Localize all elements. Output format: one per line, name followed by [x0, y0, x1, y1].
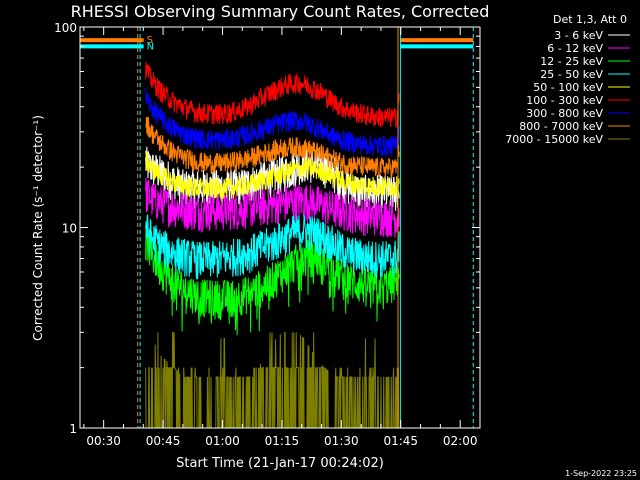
series-line-300-800-kev	[145, 87, 400, 157]
series-line-100-300-kev	[145, 61, 400, 128]
legend-label-50-100-kev: 50 - 100 keV	[533, 81, 603, 94]
series-line-6-12-kev	[145, 177, 400, 238]
y-axis-ticks: 1 10 100	[54, 21, 480, 436]
legend-label-25-50-kev: 25 - 50 keV	[540, 68, 603, 81]
series-line-25-50-kev	[145, 213, 400, 280]
flag-label-s: S	[147, 35, 153, 46]
legend-label-3-6-kev: 3 - 6 keV	[554, 29, 603, 42]
x-tick-label: 01:15	[265, 434, 300, 448]
legend-label-7000-15000-kev: 7000 - 15000 keV	[505, 133, 603, 146]
y-tick-label: 10	[62, 222, 77, 236]
series-line-50-100-kev	[145, 150, 400, 200]
legend-label-12-25-kev: 12 - 25 keV	[540, 55, 603, 68]
timestamp: 1-Sep-2022 23:25	[565, 469, 637, 478]
x-tick-label: 01:45	[383, 434, 418, 448]
series-line-7000-15000-kev	[145, 331, 400, 429]
y-axis-label: Corrected Count Rate (s⁻¹ detector⁻¹)	[31, 115, 45, 341]
x-axis-ticks: 00:30 00:45 01:00 01:15 01:30 01:45 02:00	[83, 27, 478, 448]
y-tick-label: 100	[54, 21, 77, 35]
legend-label-100-300-kev: 100 - 300 keV	[526, 94, 603, 107]
x-tick-label: 02:00	[443, 434, 478, 448]
legend-label-800-7000-kev: 800 - 7000 keV	[519, 120, 603, 133]
x-axis-label: Start Time (21-Jan-17 00:24:02)	[176, 456, 384, 471]
legend-header: Det 1,3, Att 0	[553, 13, 627, 26]
x-tick-label: 01:30	[324, 434, 359, 448]
series-traces	[145, 61, 400, 429]
flag-label-n: N	[147, 41, 154, 52]
chart-title: RHESSI Observing Summary Count Rates, Co…	[71, 2, 490, 21]
x-tick-label: 01:00	[205, 434, 240, 448]
legend-label-300-800-kev: 300 - 800 keV	[526, 107, 603, 120]
x-tick-label: 00:45	[146, 434, 181, 448]
series-line-12-25-kev	[145, 220, 400, 336]
x-tick-label: 00:30	[86, 434, 121, 448]
series-line-800-7000-kev	[145, 116, 400, 179]
vertical-markers	[137, 27, 474, 428]
y-tick-label: 1	[69, 422, 77, 436]
legend-label-6-12-kev: 6 - 12 keV	[547, 42, 603, 55]
flag-lines: SN	[80, 35, 474, 52]
